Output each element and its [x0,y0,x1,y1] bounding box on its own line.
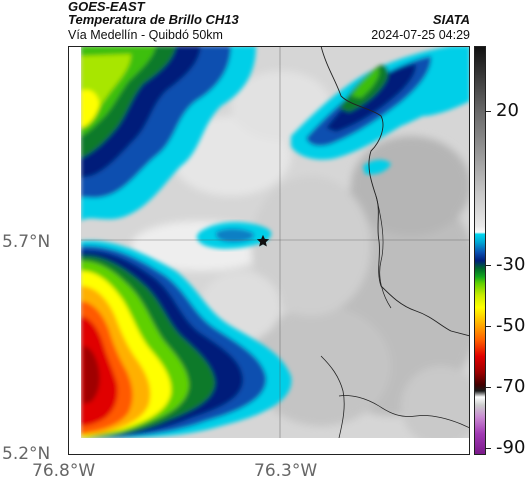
colorbar-label-minus70: -70 [496,376,526,397]
longitude-tick-76.3: 76.3°W [254,461,318,481]
latitude-tick-5.7: 5.7°N [2,232,51,252]
latitude-tick-5.2: 5.2°N [2,444,51,464]
colorbar-tick [486,448,491,449]
colorbar-tick [486,111,491,112]
organization-label: SIATA [432,12,470,27]
star-icon [256,234,270,247]
map-frame [68,46,470,455]
product-title: Temperatura de Brillo CH13 [68,12,239,27]
colorbar-tick [486,387,491,388]
brightness-temperature-map [81,46,470,438]
colorbar [474,46,486,455]
colorbar-label-minus90: -90 [496,437,526,458]
region-label: Vía Medellín - Quibdó 50km [68,28,223,42]
longitude-tick-76.8: 76.8°W [32,461,96,481]
colorbar-tick [486,265,491,266]
colorbar-tick [486,326,491,327]
colorbar-label-minus50: -50 [496,315,526,336]
satellite-name: GOES-EAST [68,0,145,14]
timestamp-label: 2024-07-25 04:29 [371,28,470,42]
colorbar-label-20: 20 [496,100,519,121]
colorbar-label-minus30: -30 [496,254,526,275]
